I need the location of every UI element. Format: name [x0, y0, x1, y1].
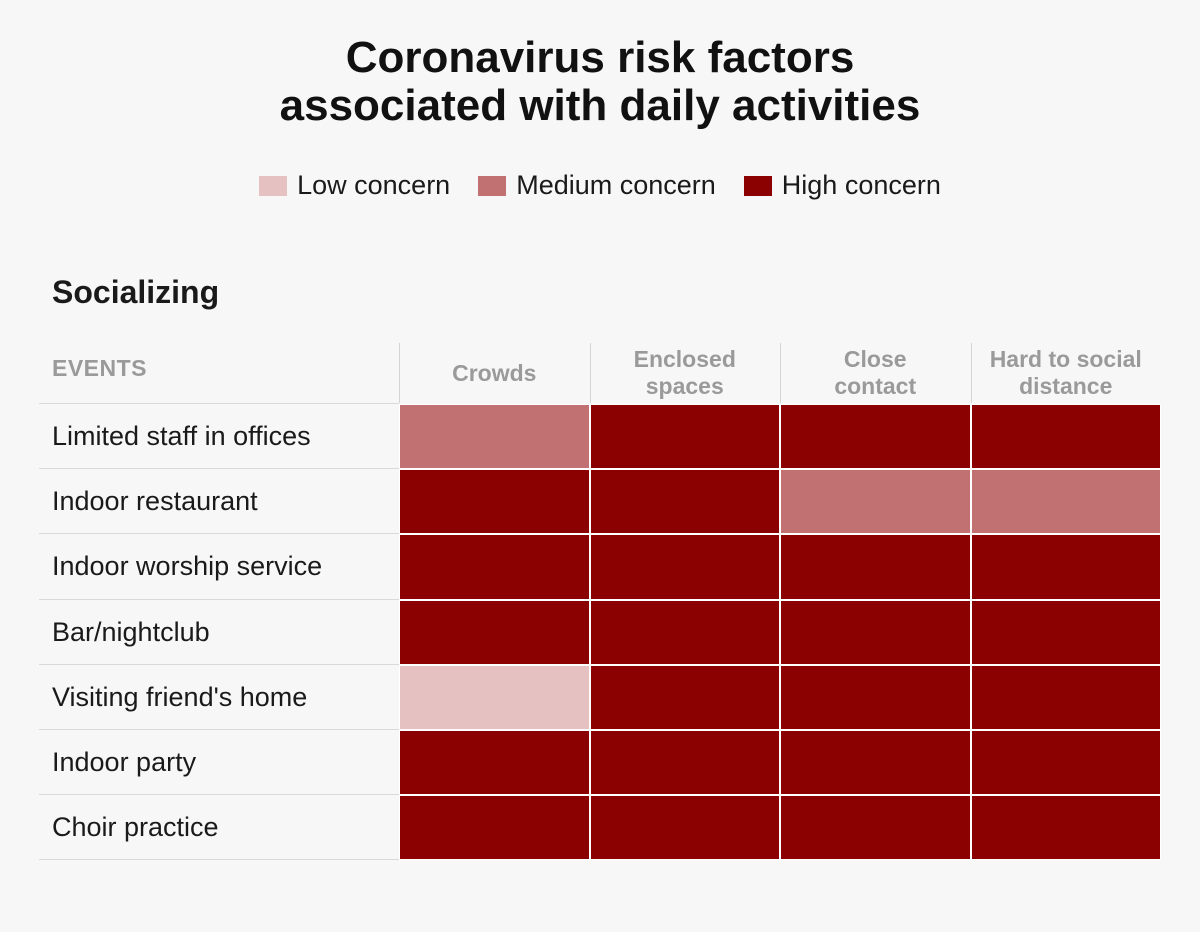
heatmap-cell — [589, 664, 780, 730]
row-divider — [39, 533, 399, 535]
row-header: EVENTS — [52, 355, 148, 381]
column-divider — [399, 343, 400, 403]
column-header: Close contact — [780, 343, 971, 403]
column-header: Crowds — [399, 343, 590, 403]
column-header-line: Close — [843, 346, 907, 372]
heatmap-cell — [589, 795, 780, 861]
row-divider — [39, 859, 399, 861]
legend-swatch-high — [743, 175, 772, 196]
row-label: Bar/nightclub — [52, 616, 210, 647]
column-header-line: distance — [1019, 373, 1113, 399]
heatmap-cell — [780, 469, 971, 535]
section-title: Socializing — [52, 274, 220, 310]
row-label: Limited staff in offices — [52, 421, 311, 451]
legend: Low concern Medium concern High concern — [0, 170, 1200, 201]
heatmap-cell — [399, 795, 590, 861]
row-divider — [39, 403, 399, 404]
legend-item-high: High concern — [743, 170, 941, 201]
legend-swatch-low — [259, 175, 288, 196]
legend-label-low: Low concern — [297, 170, 451, 200]
heatmap-cell — [780, 599, 971, 665]
row-label: Choir practice — [52, 812, 219, 843]
legend-label-high: High concern — [781, 170, 941, 200]
heatmap-cell — [970, 795, 1161, 861]
heatmap-cell — [399, 404, 590, 470]
row-label: Indoor party — [52, 747, 197, 777]
row-label: Visiting friend's home — [52, 681, 308, 712]
heatmap-cell — [780, 730, 971, 796]
heatmap-cell — [399, 534, 590, 600]
column-divider — [589, 343, 591, 403]
row-divider — [39, 468, 399, 470]
heatmap-cell — [970, 730, 1161, 796]
heatmap-cell — [780, 795, 971, 861]
heatmap-cell — [970, 404, 1161, 470]
heatmap-cell — [780, 404, 971, 470]
legend-label-medium: Medium concern — [516, 170, 716, 200]
column-header-line: Hard to social — [989, 346, 1142, 372]
heatmap-cell — [589, 469, 780, 535]
legend-item-low: Low concern — [259, 170, 450, 201]
row-label: Indoor worship service — [52, 551, 323, 582]
heatmap-cell — [399, 664, 590, 730]
legend-item-medium: Medium concern — [478, 170, 716, 201]
row-divider — [39, 598, 399, 600]
row-divider — [39, 663, 399, 665]
heatmap-cell — [589, 599, 780, 665]
row-label: Indoor restaurant — [52, 486, 258, 517]
column-divider — [970, 343, 972, 403]
column-header: Enclosed spaces — [590, 343, 781, 403]
column-header-line: contact — [834, 373, 917, 399]
column-header-line: Enclosed — [633, 346, 736, 372]
heatmap-cell — [589, 534, 780, 600]
heatmap-cell — [399, 469, 590, 535]
column-divider — [780, 343, 781, 403]
heatmap-cell — [780, 664, 971, 730]
heatmap-cell — [970, 534, 1161, 600]
heatmap-cell — [399, 730, 590, 796]
heatmap-cell — [589, 730, 780, 796]
column-header: Hard to social distance — [971, 343, 1162, 403]
heatmap-cell — [970, 599, 1161, 665]
chart-title-line-1: Coronavirus risk factors — [345, 33, 855, 82]
heatmap-cell — [970, 664, 1161, 730]
column-header-line: Crowds — [452, 359, 537, 386]
row-divider — [39, 794, 399, 796]
chart-title-line-2: associated with daily activities — [279, 81, 921, 130]
heatmap-cell — [780, 534, 971, 600]
heatmap-cell — [399, 599, 590, 665]
row-divider — [39, 729, 399, 730]
heatmap-cell — [589, 404, 780, 470]
heatmap-cell — [970, 469, 1161, 535]
legend-swatch-medium — [478, 175, 507, 196]
chart-title: Coronavirus risk factors associated with… — [0, 34, 1200, 130]
column-header-line: spaces — [645, 373, 724, 399]
